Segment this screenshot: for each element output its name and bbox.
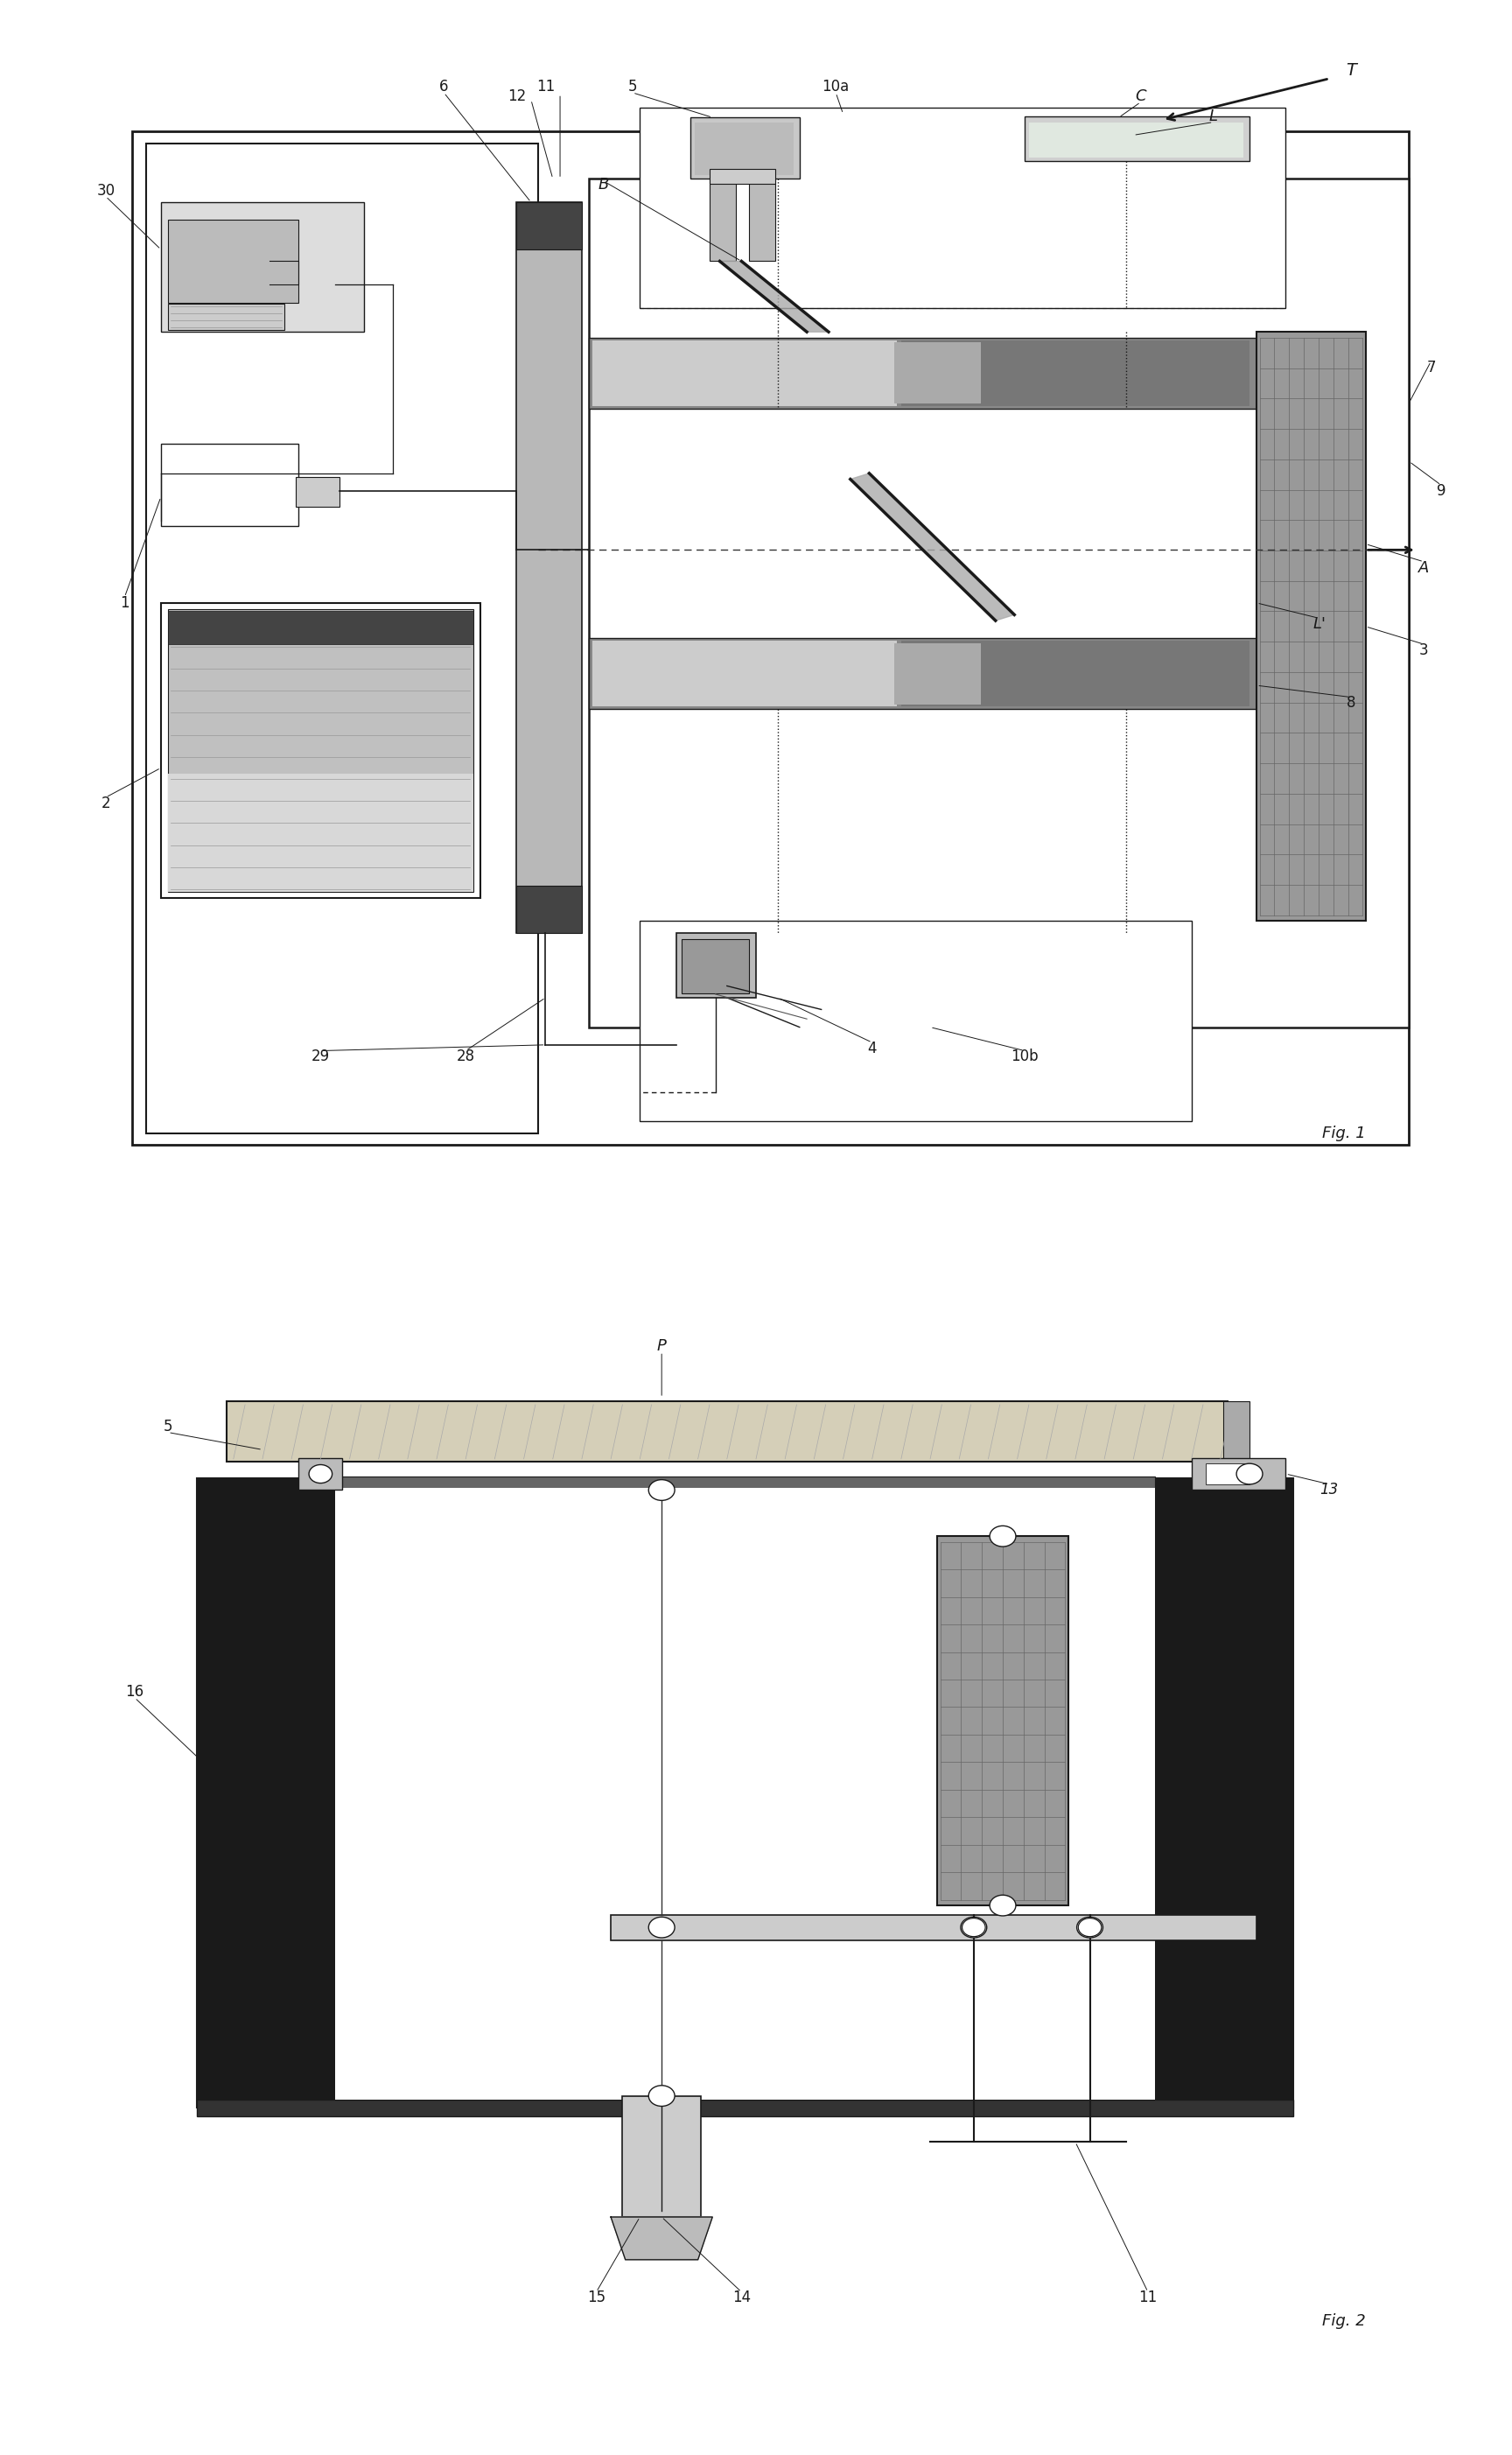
Text: T: T [1346, 61, 1356, 79]
Bar [160, 604, 481, 899]
Bar [696, 123, 794, 174]
Circle shape [649, 1480, 674, 1500]
Text: 3: 3 [1420, 643, 1429, 658]
Circle shape [990, 1527, 1016, 1547]
Text: 6: 6 [440, 79, 449, 96]
Polygon shape [611, 2217, 712, 2259]
Bar [1223, 1402, 1249, 1461]
Bar [517, 886, 582, 933]
Bar [611, 1915, 1256, 1939]
Text: 16: 16 [125, 1684, 144, 1699]
Bar [299, 1458, 342, 1490]
Bar [593, 641, 897, 707]
Text: C: C [1136, 88, 1146, 103]
Bar [197, 1478, 336, 2106]
Bar [147, 142, 538, 1134]
Bar [894, 643, 981, 705]
Bar [748, 179, 774, 260]
Bar [1028, 123, 1244, 157]
Bar [937, 1537, 1067, 1905]
Bar [336, 1488, 1155, 2099]
Circle shape [1237, 1463, 1263, 1485]
Circle shape [308, 1466, 333, 1483]
Text: Fig. 1: Fig. 1 [1321, 1124, 1365, 1142]
Bar [709, 179, 736, 260]
Bar [227, 1402, 1228, 1461]
Bar [640, 108, 1285, 309]
Bar [296, 476, 339, 506]
Text: 11: 11 [537, 79, 555, 96]
Text: 8: 8 [1347, 695, 1356, 712]
Bar [336, 1475, 1155, 1490]
Bar [901, 641, 1249, 707]
Text: 5: 5 [627, 79, 637, 96]
Text: 29: 29 [311, 1048, 330, 1065]
Text: 12: 12 [507, 88, 526, 103]
Text: 30: 30 [97, 182, 115, 199]
Text: B: B [599, 177, 609, 191]
Text: 9: 9 [1436, 484, 1445, 498]
Circle shape [649, 1917, 674, 1937]
Bar [168, 304, 284, 329]
Bar [894, 344, 981, 403]
Circle shape [1078, 1917, 1101, 1937]
Bar [590, 339, 1256, 408]
Text: 4: 4 [868, 1041, 877, 1056]
Text: 10a: 10a [823, 79, 850, 96]
Circle shape [1077, 1917, 1102, 1937]
Bar [168, 221, 299, 302]
Bar [709, 169, 774, 184]
Bar [590, 179, 1409, 1026]
Bar [517, 201, 582, 250]
Text: 15: 15 [587, 2291, 606, 2305]
Bar [901, 341, 1249, 405]
Text: 28: 28 [457, 1048, 475, 1065]
Text: 5: 5 [163, 1419, 172, 1434]
Text: L: L [1210, 108, 1217, 125]
Bar [168, 773, 473, 891]
Bar [623, 2097, 702, 2217]
Bar [590, 638, 1256, 709]
Text: 13: 13 [1320, 1483, 1338, 1498]
Bar [517, 201, 582, 933]
Text: 2: 2 [101, 795, 110, 810]
Circle shape [962, 1917, 986, 1937]
Circle shape [649, 2084, 674, 2106]
Text: 11: 11 [1139, 2291, 1157, 2305]
Bar [160, 201, 364, 331]
Text: 7: 7 [1426, 358, 1435, 376]
Bar [168, 609, 473, 891]
Bar [676, 933, 756, 997]
Text: A: A [1418, 560, 1429, 574]
Bar [168, 611, 473, 643]
Text: 1: 1 [119, 594, 129, 611]
Bar [691, 118, 800, 179]
Text: L': L' [1312, 616, 1326, 631]
Text: Fig. 2: Fig. 2 [1321, 2313, 1365, 2330]
Bar [1155, 1478, 1293, 2106]
Text: 10b: 10b [1010, 1048, 1039, 1065]
Bar [1025, 115, 1249, 162]
Text: P: P [656, 1338, 667, 1353]
Circle shape [990, 1895, 1016, 1915]
Bar [640, 921, 1191, 1122]
Bar [1207, 1463, 1249, 1485]
Bar [682, 938, 748, 992]
Circle shape [960, 1917, 987, 1937]
Bar [197, 2099, 1293, 2116]
Bar [1191, 1458, 1285, 1490]
Bar [593, 341, 897, 405]
Polygon shape [720, 260, 829, 331]
Text: 14: 14 [732, 2291, 751, 2305]
Bar [160, 444, 299, 525]
Bar [1256, 331, 1365, 921]
Bar [132, 133, 1409, 1144]
Polygon shape [850, 474, 1015, 621]
